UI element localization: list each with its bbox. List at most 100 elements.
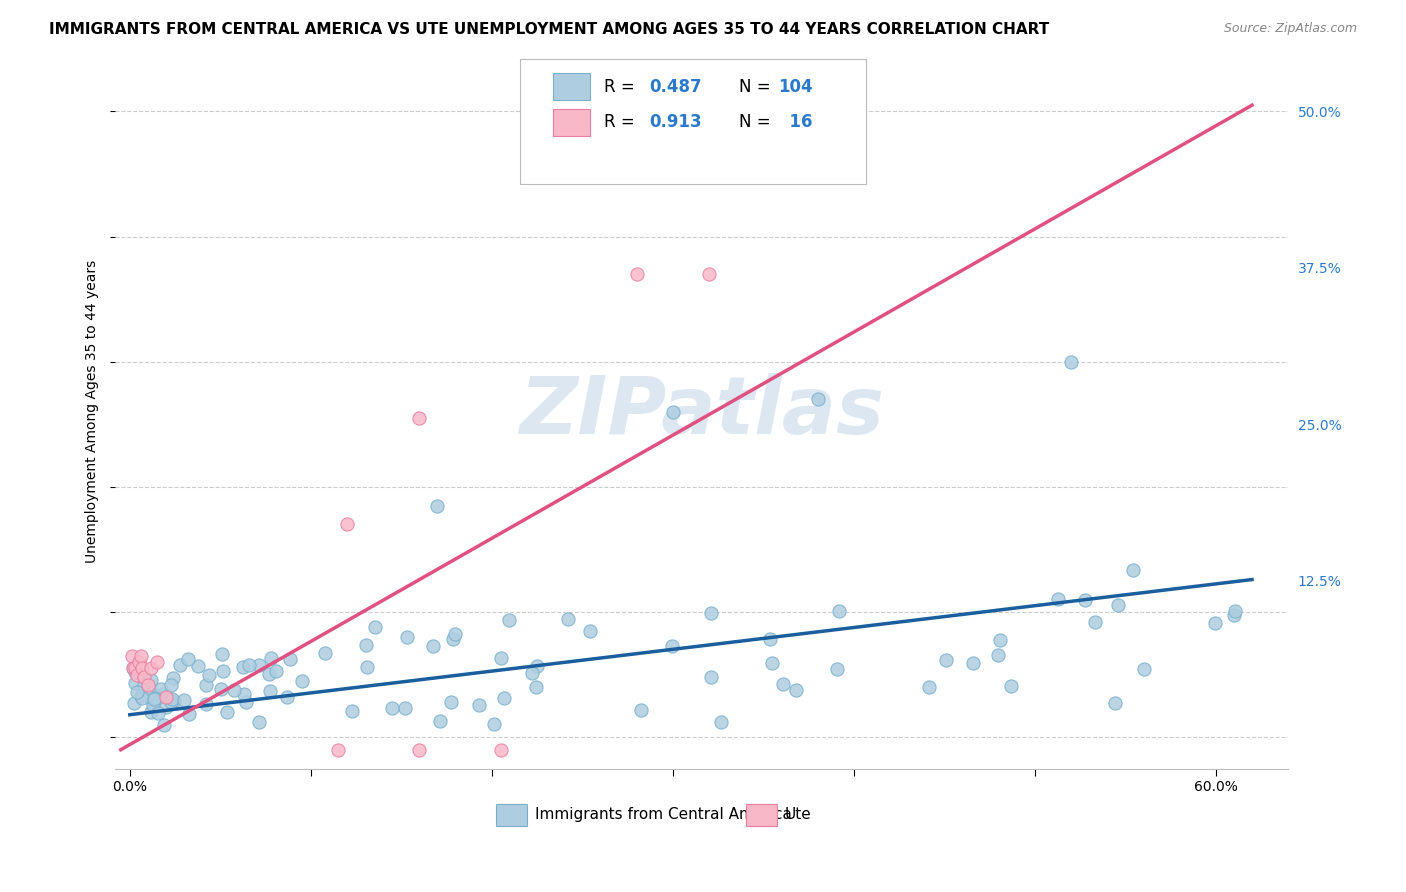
Point [354, 638, 377, 652]
Point [806, 392, 828, 407]
Point [232, 659, 254, 673]
Text: 0.487: 0.487 [650, 78, 702, 95]
Point [482, 716, 505, 731]
Point [187, 659, 209, 673]
Point [1046, 592, 1069, 607]
Point [758, 632, 780, 646]
Point [785, 683, 807, 698]
Point [827, 604, 849, 618]
Point [124, 676, 146, 690]
Point [489, 743, 512, 757]
Point [146, 655, 169, 669]
Point [264, 665, 287, 679]
Point [209, 681, 232, 696]
Point [235, 695, 257, 709]
Text: Source: ZipAtlas.com: Source: ZipAtlas.com [1223, 22, 1357, 36]
Point [128, 655, 150, 669]
Point [222, 683, 245, 698]
Point [136, 678, 159, 692]
Point [626, 267, 648, 281]
Point [498, 613, 520, 627]
Text: R =: R = [605, 113, 636, 131]
Point [132, 670, 155, 684]
Point [408, 743, 430, 757]
Point [276, 690, 298, 705]
Point [1107, 599, 1129, 613]
FancyBboxPatch shape [553, 109, 591, 136]
Point [988, 633, 1011, 648]
Point [340, 705, 363, 719]
Point [630, 702, 652, 716]
Point [426, 499, 449, 513]
Point [710, 715, 733, 730]
Point [129, 689, 152, 703]
Text: ZIPatlas: ZIPatlas [519, 373, 884, 450]
Y-axis label: Unemployment Among Ages 35 to 44 years: Unemployment Among Ages 35 to 44 years [86, 260, 100, 564]
Point [440, 695, 463, 709]
Point [212, 664, 235, 678]
Point [139, 705, 162, 719]
Point [429, 714, 451, 729]
Point [131, 661, 153, 675]
Point [441, 632, 464, 646]
Point [217, 706, 239, 720]
Point [661, 639, 683, 653]
Point [160, 678, 183, 692]
FancyBboxPatch shape [496, 805, 527, 826]
Text: IMMIGRANTS FROM CENTRAL AMERICA VS UTE UNEMPLOYMENT AMONG AGES 35 TO 44 YEARS CO: IMMIGRANTS FROM CENTRAL AMERICA VS UTE U… [49, 22, 1049, 37]
Point [1204, 615, 1226, 630]
Point [326, 743, 349, 757]
Point [918, 680, 941, 694]
Point [314, 646, 336, 660]
Point [141, 673, 163, 687]
Point [143, 691, 166, 706]
Point [492, 690, 515, 705]
Point [160, 692, 183, 706]
Text: R =: R = [605, 78, 636, 95]
Point [336, 517, 359, 532]
Point [291, 673, 314, 688]
Point [153, 717, 176, 731]
Point [146, 706, 169, 721]
Point [142, 695, 165, 709]
Point [1074, 593, 1097, 607]
Point [700, 670, 723, 684]
Point [127, 685, 149, 699]
Point [1132, 662, 1154, 676]
Point [124, 665, 146, 680]
Point [662, 405, 685, 419]
FancyBboxPatch shape [553, 73, 591, 100]
Point [173, 693, 195, 707]
Point [249, 657, 271, 672]
Point [356, 660, 378, 674]
Point [152, 687, 174, 701]
Point [468, 698, 491, 712]
Point [1223, 607, 1246, 622]
Point [364, 620, 387, 634]
Point [145, 691, 167, 706]
Point [825, 662, 848, 676]
Point [141, 661, 163, 675]
Point [422, 640, 444, 654]
Point [935, 653, 957, 667]
Point [163, 694, 186, 708]
Text: Immigrants from Central America: Immigrants from Central America [536, 807, 792, 822]
Text: N =: N = [740, 78, 770, 95]
Point [700, 606, 723, 620]
Point [962, 656, 984, 670]
Point [761, 657, 783, 671]
Point [408, 411, 430, 425]
Point [257, 667, 280, 681]
Text: 104: 104 [778, 78, 813, 95]
Point [194, 678, 217, 692]
FancyBboxPatch shape [520, 59, 866, 184]
Point [125, 667, 148, 681]
Point [1060, 355, 1083, 369]
Point [278, 651, 301, 665]
Text: 0.913: 0.913 [650, 113, 702, 131]
Point [247, 714, 270, 729]
Point [134, 670, 156, 684]
Point [142, 698, 165, 712]
Point [177, 706, 200, 721]
Point [526, 658, 548, 673]
